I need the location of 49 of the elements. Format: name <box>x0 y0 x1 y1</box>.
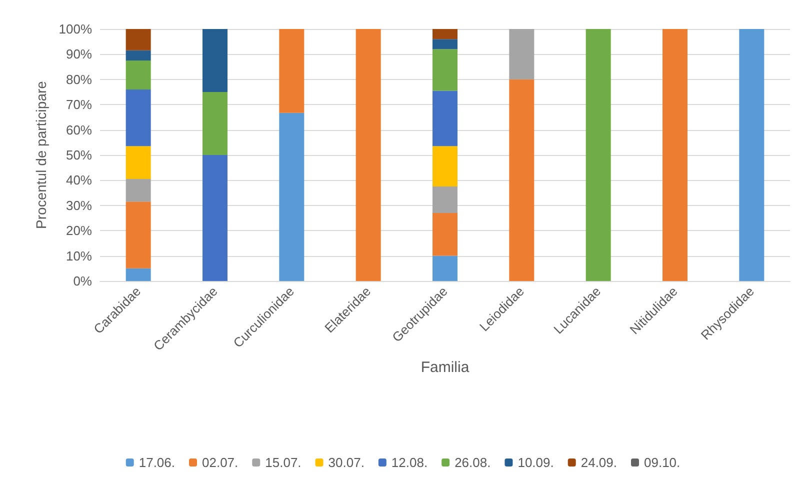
legend-label: 17.06. <box>138 455 176 470</box>
y-tick-label: 20% <box>66 223 92 238</box>
legend-label: 24.09. <box>580 455 618 470</box>
bar <box>662 29 688 281</box>
bar <box>202 29 228 92</box>
bar <box>126 50 151 60</box>
bar <box>356 29 381 281</box>
bar <box>739 29 764 281</box>
bar <box>202 92 228 155</box>
bar <box>432 39 458 50</box>
y-tick-label: 30% <box>66 198 92 213</box>
bar <box>432 29 458 40</box>
legend-label: 15.07. <box>265 455 302 470</box>
bar <box>126 89 151 146</box>
legend-label: 26.08. <box>454 455 491 470</box>
bar <box>126 178 151 202</box>
bar <box>126 268 151 281</box>
legend-label: 30.07. <box>328 455 364 470</box>
bar <box>432 256 458 281</box>
bar <box>432 212 458 256</box>
bar <box>126 202 151 268</box>
bar <box>509 29 534 80</box>
x-axis-title: Familia <box>420 358 470 376</box>
bar <box>432 90 458 146</box>
y-tick-label: 90% <box>66 46 92 62</box>
bar <box>586 29 611 281</box>
bar <box>126 29 151 50</box>
bar <box>279 112 304 281</box>
legend-label: 12.08. <box>391 455 428 470</box>
y-tick-label: 70% <box>66 97 92 112</box>
bar <box>509 79 534 281</box>
y-tick-label: 40% <box>66 172 92 188</box>
bar <box>202 155 228 281</box>
legend-label: 09.10. <box>644 455 680 470</box>
bar <box>432 146 458 186</box>
y-tick-label: 0% <box>73 274 92 288</box>
y-axis-title: Procentul de participare <box>32 80 49 229</box>
legend-label: 10.09. <box>518 455 554 470</box>
bar <box>126 146 151 179</box>
y-tick-label: 100% <box>58 22 92 36</box>
y-tick-label: 50% <box>66 148 92 162</box>
y-tick-label: 60% <box>66 122 92 138</box>
bar <box>279 29 304 113</box>
legend-label: 02.07. <box>202 455 238 470</box>
bar <box>126 60 151 90</box>
bar <box>432 49 458 91</box>
y-tick-label: 80% <box>66 72 92 87</box>
bar <box>432 186 458 213</box>
y-tick-label: 10% <box>66 248 92 264</box>
